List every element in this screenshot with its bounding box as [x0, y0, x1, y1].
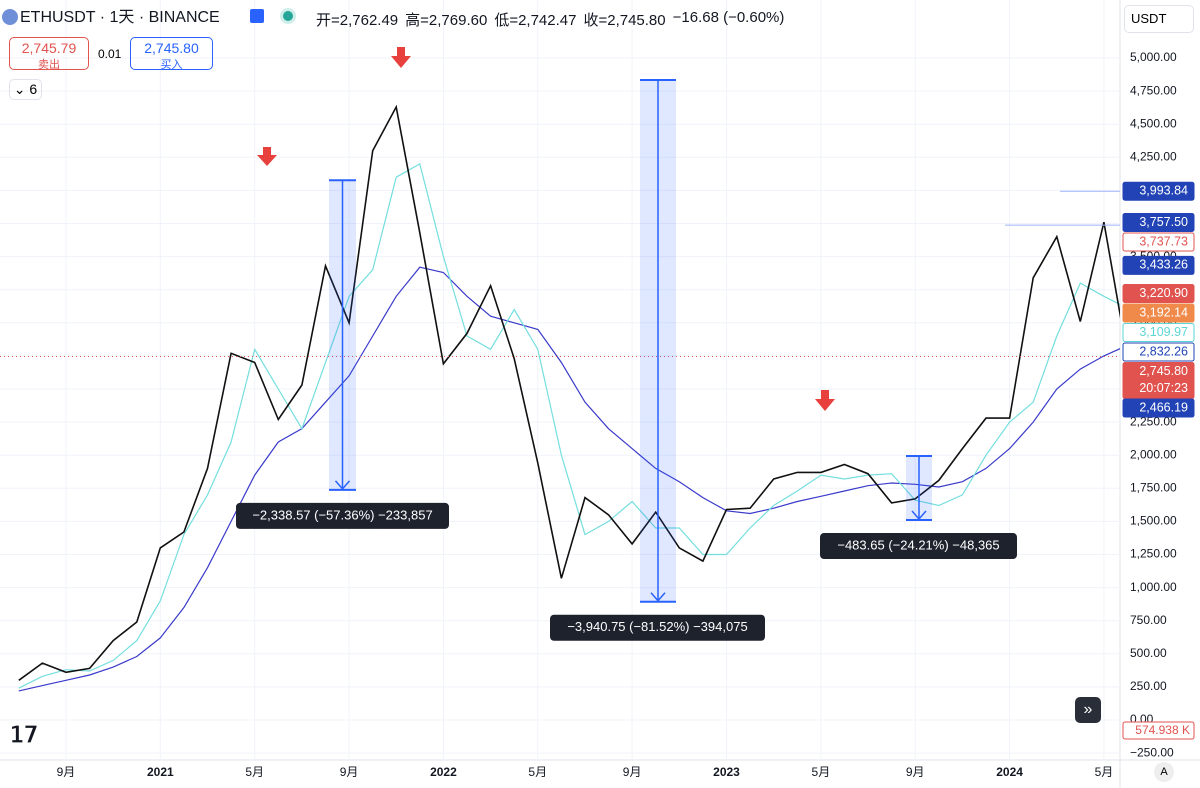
- arrow: [815, 390, 835, 411]
- tv-logo: 𝟣𝟩: [10, 722, 38, 747]
- price-tag: [1122, 181, 1195, 201]
- x-tick-label: 9月: [906, 765, 925, 779]
- price-tag: [1122, 213, 1195, 233]
- x-tick-label: 5月: [528, 765, 547, 779]
- plot: −2,338.57 (−57.36%) −233,857 −3,940.75 (−…: [0, 78, 1120, 692]
- x-tick-label: 2022: [430, 765, 457, 779]
- price-tag-label: 3,192.14: [1139, 305, 1188, 319]
- buy-label: 买入: [160, 59, 183, 71]
- price-tag: [1122, 284, 1195, 304]
- symbol: ETHUSDT · 1天 · BINANCE: [20, 9, 220, 26]
- measure-label-bg: [550, 614, 765, 641]
- sell-label: 卖出: [38, 59, 60, 71]
- price-tag: [1122, 323, 1195, 343]
- y-tick-label: −250.00: [1130, 745, 1174, 759]
- x-tick-label: 2023: [713, 765, 740, 779]
- currency-select[interactable]: USDT: [1124, 5, 1194, 33]
- spread: 0.01: [98, 47, 122, 61]
- scroll-latest[interactable]: »: [1075, 697, 1101, 723]
- y-tick-label: 5,000.00: [1130, 50, 1177, 64]
- change: −16.68 (−0.60%): [672, 9, 785, 26]
- price-tag: [1122, 255, 1195, 275]
- currency: USDT: [1131, 11, 1167, 26]
- logo: [2, 9, 18, 25]
- y-tick-label: 4,500.00: [1130, 116, 1177, 130]
- peak-arrows: [257, 47, 835, 411]
- y-tick-label: 2,250.00: [1130, 414, 1177, 428]
- auto-scale[interactable]: A: [1154, 762, 1174, 782]
- arrow: [391, 47, 411, 68]
- sell-price: 2,745.79: [21, 40, 77, 56]
- price-tag-label: 3,757.50: [1139, 215, 1188, 229]
- indicator-count: 6: [29, 81, 38, 97]
- buy-button[interactable]: 2,745.80 买入: [130, 37, 213, 71]
- price-tag-label: 2,466.19: [1139, 400, 1188, 414]
- ohlc-value: 开=2,762.49: [316, 12, 399, 29]
- volume-tag: [1122, 721, 1195, 740]
- price-tag-label: 2,832.26: [1139, 344, 1188, 358]
- moving-average: [18, 162, 1120, 689]
- price-tag-label: 3,109.97: [1139, 325, 1188, 339]
- x-tick-label: 9月: [340, 765, 359, 779]
- y-tick-label: 750.00: [1130, 613, 1167, 627]
- indicator-toggle[interactable]: ⌄ 6: [9, 79, 42, 100]
- buy-price: 2,745.80: [144, 40, 199, 56]
- ohlc-value: 低=2,742.47: [494, 12, 577, 29]
- x-tick-label: 9月: [57, 765, 76, 779]
- x-tick-label: 9月: [623, 765, 642, 779]
- x-tick-label: 5月: [812, 765, 831, 779]
- price-tag-countdown: 20:07:23: [1139, 381, 1188, 395]
- price-axis: −250.000.00250.00500.00750.001,000.001,2…: [57, 50, 1195, 779]
- y-tick-label: 4,250.00: [1130, 149, 1177, 163]
- moving-average: [18, 266, 1120, 692]
- ohlc-value: 高=2,769.60: [405, 12, 488, 29]
- x-tick-label: 2024: [996, 765, 1023, 779]
- y-tick-label: 2,000.00: [1130, 447, 1177, 461]
- ohlc-value: 收=2,745.80: [583, 12, 666, 29]
- measure-label: −2,338.57 (−57.36%) −233,857: [252, 507, 432, 522]
- price-tag-label: 3,433.26: [1139, 258, 1188, 272]
- price-tag: [1122, 303, 1195, 323]
- y-tick-label: 1,000.00: [1130, 580, 1177, 594]
- price-tag: [1122, 398, 1195, 418]
- y-tick-label: 4,750.00: [1130, 83, 1177, 97]
- measure-label: −3,940.75 (−81.52%) −394,075: [567, 619, 747, 634]
- measure-label-bg: [236, 502, 449, 529]
- price-tag-label: 3,220.90: [1139, 286, 1188, 300]
- measure-label: −483.65 (−24.21%) −48,365: [837, 537, 999, 552]
- measure-arrow-head: [334, 480, 351, 491]
- sell-button[interactable]: 2,745.79 卖出: [9, 37, 89, 71]
- y-tick-label: 1,250.00: [1130, 547, 1177, 561]
- arrow: [257, 147, 277, 166]
- volume-tag-label: 574.938 K: [1135, 723, 1190, 737]
- status-dot: [283, 11, 293, 21]
- price-tag: [1122, 342, 1195, 362]
- price-tag: [1122, 232, 1195, 252]
- price-line: [18, 104, 1120, 681]
- measure-arrow-head: [650, 592, 666, 602]
- measure-arrow-head: [911, 510, 927, 521]
- x-tick-label: 2021: [147, 765, 174, 779]
- price-tag-label: 3,737.73: [1139, 234, 1188, 248]
- grid: [0, 0, 1120, 760]
- y-tick-label: 500.00: [1130, 646, 1167, 660]
- auto-label: A: [1160, 766, 1168, 778]
- y-tick-label: 250.00: [1130, 679, 1167, 693]
- x-tick-label: 5月: [1095, 765, 1114, 779]
- x-tick-label: 5月: [245, 765, 264, 779]
- y-tick-label: 1,750.00: [1130, 480, 1177, 494]
- price-tag-label: 2,745.80: [1139, 364, 1188, 378]
- flag-icon[interactable]: [250, 9, 264, 23]
- price-tag-label: 3,993.84: [1139, 184, 1188, 198]
- y-tick-label: 1,500.00: [1130, 514, 1177, 528]
- measure-label-bg: [820, 533, 1017, 560]
- ohlc: 开=2,762.49 高=2,769.60 低=2,742.47 收=2,745.80…: [316, 9, 784, 30]
